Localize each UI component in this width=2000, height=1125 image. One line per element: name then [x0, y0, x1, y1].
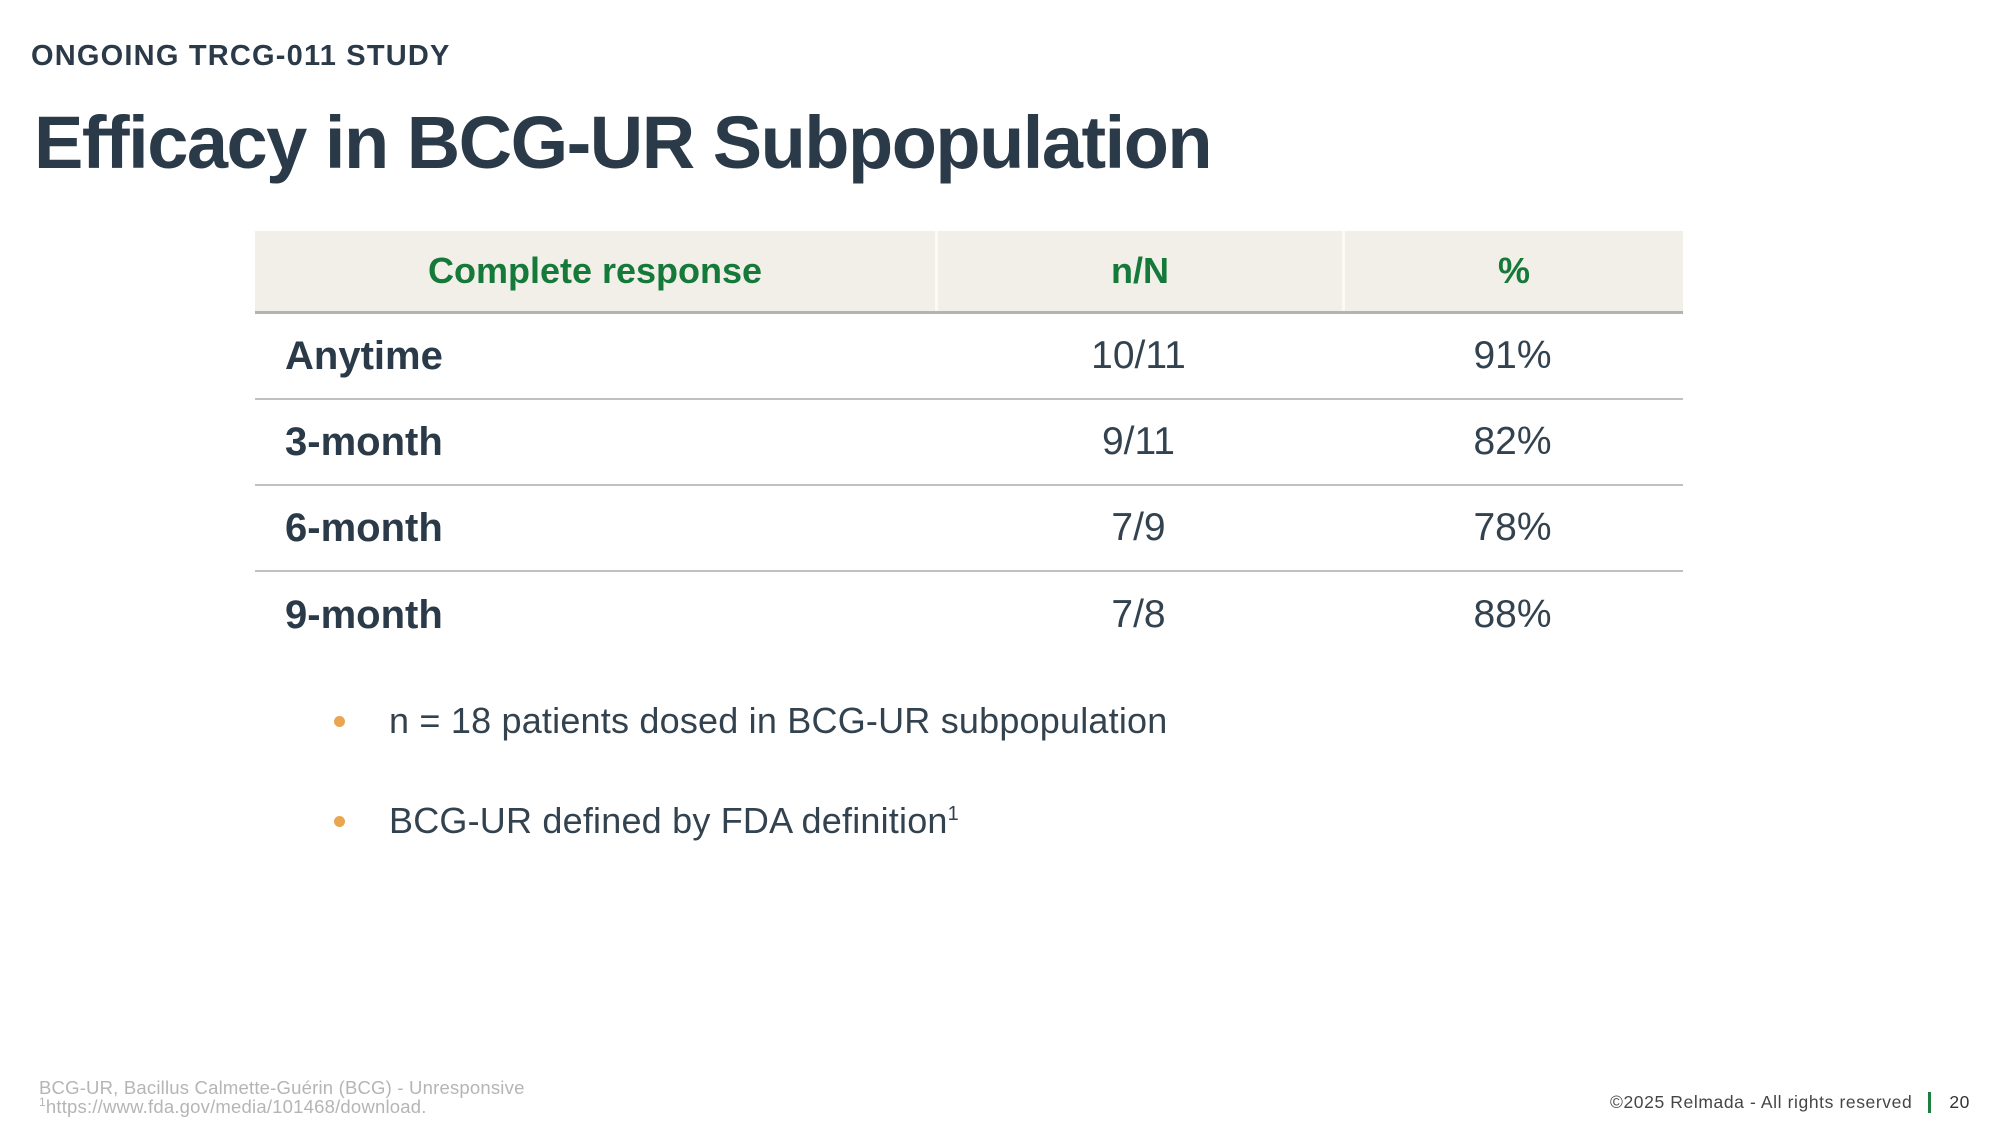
column-header-complete-response: Complete response	[427, 250, 763, 291]
bullet-list: n = 18 patients dosed in BCG-UR subpopul…	[332, 700, 1532, 900]
row-n-over-N: 10/11	[1091, 334, 1186, 377]
table-row: Anytime 10/11 91%	[255, 314, 1683, 400]
bullet-text: BCG-UR defined by FDA definition	[389, 800, 948, 841]
row-n-over-N: 7/9	[1111, 506, 1166, 549]
bullet-item: n = 18 patients dosed in BCG-UR subpopul…	[332, 700, 1532, 742]
footnotes: BCG-UR, Bacillus Calmette-Guérin (BCG) -…	[39, 1078, 525, 1116]
row-percent: 82%	[1473, 420, 1552, 463]
bullet-text: n = 18 patients dosed in BCG-UR subpopul…	[389, 700, 1168, 741]
row-label: 3-month	[285, 419, 443, 464]
footnote-abbreviation: BCG-UR, Bacillus Calmette-Guérin (BCG) -…	[39, 1077, 525, 1098]
copyright-text: ©2025 Relmada - All rights reserved	[1609, 1092, 1913, 1112]
bullet-item: BCG-UR defined by FDA definition1	[332, 800, 1532, 842]
row-label: 6-month	[285, 505, 443, 550]
column-header-n-over-N: n/N	[935, 231, 1342, 311]
table-row: 6-month 7/9 78%	[255, 486, 1683, 572]
page-divider-bar	[1928, 1092, 1932, 1113]
row-percent: 88%	[1473, 593, 1552, 636]
table-row: 9-month 7/8 88%	[255, 572, 1683, 658]
table-header-row: Complete response n/N %	[255, 231, 1683, 314]
footnote-ref-url: https://www.fda.gov/media/101468/downloa…	[45, 1096, 427, 1117]
slide-footer: ©2025 Relmada - All rights reserved 20	[1610, 1092, 1970, 1113]
row-percent: 78%	[1473, 506, 1552, 549]
table-row: 3-month 9/11 82%	[255, 400, 1683, 486]
column-header-percent: %	[1342, 231, 1683, 311]
complete-response-table: Complete response n/N % Anytime 10/11 91…	[255, 231, 1683, 658]
bullet-superscript: 1	[947, 803, 959, 825]
slide-kicker: ONGOING TRCG-011 STUDY	[31, 40, 451, 72]
footnote-ref-superscript: 1	[39, 1094, 46, 1109]
footnote-reference: 1https://www.fda.gov/media/101468/downlo…	[39, 1094, 525, 1117]
page-title: Efficacy in BCG-UR Subpopulation	[34, 101, 1213, 184]
row-percent: 91%	[1473, 334, 1552, 377]
row-n-over-N: 7/8	[1111, 593, 1166, 636]
row-label: 9-month	[285, 592, 443, 637]
page-number: 20	[1949, 1092, 1970, 1112]
row-label: Anytime	[285, 333, 443, 378]
row-n-over-N: 9/11	[1101, 420, 1175, 463]
